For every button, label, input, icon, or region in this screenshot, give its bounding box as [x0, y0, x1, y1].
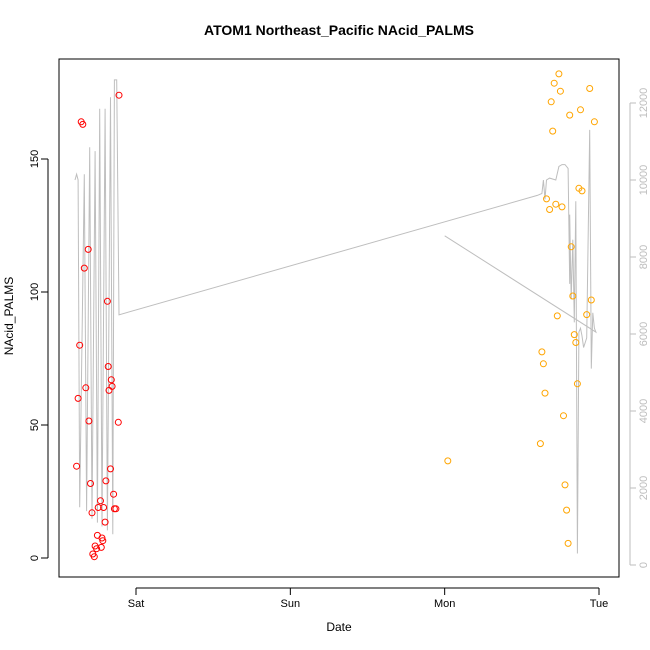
points-layer — [73, 70, 598, 561]
y-tick-label: 0 — [29, 555, 41, 561]
y2-tick-label: 8000 — [638, 245, 650, 269]
data-point — [567, 243, 575, 251]
data-point — [101, 518, 109, 526]
data-point — [546, 206, 554, 213]
y2-tick-label: 10000 — [638, 165, 650, 196]
data-point — [102, 477, 110, 485]
data-point — [88, 509, 96, 517]
data-point — [84, 245, 92, 253]
data-point — [94, 504, 102, 511]
data-point — [549, 127, 557, 135]
y2-tick-label: 0 — [638, 562, 650, 568]
data-point — [583, 311, 591, 319]
y-tick-label: 100 — [29, 283, 41, 301]
y2-tick-label: 12000 — [638, 88, 650, 119]
y2-tick-label: 4000 — [638, 399, 650, 423]
data-point — [73, 462, 81, 470]
data-point — [115, 91, 123, 99]
data-point — [563, 506, 571, 514]
data-point — [553, 312, 561, 320]
data-point — [104, 363, 112, 370]
data-point — [74, 394, 82, 402]
data-point — [560, 412, 567, 420]
data-point — [561, 481, 569, 489]
data-point — [566, 111, 574, 119]
data-point — [541, 389, 549, 397]
data-point — [90, 553, 98, 561]
data-point — [82, 384, 90, 392]
data-point — [76, 341, 84, 349]
plot-frame — [58, 58, 620, 578]
data-point — [577, 106, 584, 114]
data-point — [99, 537, 107, 545]
data-point — [539, 360, 547, 368]
data-point — [556, 87, 564, 95]
y-tick-label: 150 — [29, 150, 41, 168]
y-axis-left: 0 50 100 150 — [29, 150, 49, 561]
x-tick-label: Tue — [590, 598, 609, 610]
data-point — [97, 497, 104, 505]
data-point — [572, 339, 580, 346]
series-orange — [444, 70, 598, 547]
data-point — [570, 331, 578, 339]
data-point — [552, 200, 560, 208]
data-point — [103, 297, 111, 305]
y2-tick-label: 6000 — [638, 322, 650, 346]
data-point — [444, 457, 452, 465]
x-tick-label: Mon — [434, 598, 455, 610]
altitude-line — [74, 79, 597, 554]
x-tick-label: Sat — [128, 598, 145, 610]
data-point — [107, 376, 115, 384]
data-point — [558, 203, 566, 211]
data-point — [80, 264, 88, 272]
data-point — [543, 195, 550, 203]
x-tick-label: Sun — [281, 598, 301, 610]
data-point — [587, 296, 595, 304]
data-point — [100, 504, 108, 511]
data-point — [112, 505, 120, 513]
data-point — [93, 545, 101, 553]
data-point — [85, 417, 93, 425]
data-point — [550, 79, 558, 87]
data-point — [538, 348, 546, 356]
data-point — [564, 539, 572, 547]
data-point — [555, 70, 563, 78]
series-red — [73, 91, 123, 561]
data-point — [79, 120, 87, 128]
altitude-line-layer — [74, 79, 597, 554]
y-axis-right: 0 2000 4000 6000 8000 10000 12000 — [629, 88, 650, 568]
data-point — [536, 440, 544, 448]
data-point — [547, 98, 555, 106]
data-point — [87, 480, 94, 487]
data-point — [110, 490, 118, 498]
data-point — [578, 187, 586, 195]
data-point — [107, 465, 114, 473]
y2-tick-label: 2000 — [638, 476, 650, 500]
data-point — [97, 543, 105, 551]
x-axis: Sat Sun Mon Tue — [128, 587, 609, 610]
x-axis-label: Date — [326, 620, 352, 634]
data-point — [573, 380, 581, 388]
data-point — [108, 382, 116, 390]
data-point — [114, 418, 122, 426]
data-point — [586, 85, 594, 92]
y-axis-label: NAcid_PALMS — [2, 277, 16, 355]
chart-title: ATOM1 Northeast_Pacific NAcid_PALMS — [204, 22, 474, 38]
data-point — [590, 118, 598, 126]
data-point — [569, 292, 577, 300]
y-tick-label: 50 — [29, 419, 41, 431]
